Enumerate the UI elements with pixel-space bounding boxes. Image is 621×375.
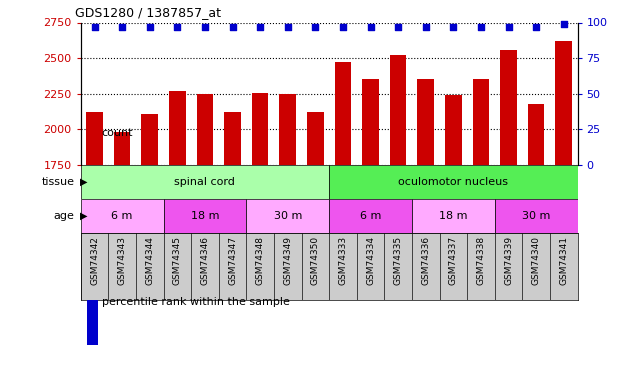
Bar [329, 232, 356, 300]
Point [117, 24, 127, 30]
Text: GSM74336: GSM74336 [421, 236, 430, 285]
Bar [224, 112, 241, 165]
Text: GSM74334: GSM74334 [366, 236, 375, 285]
Text: oculomotor nucleus: oculomotor nucleus [398, 177, 509, 187]
Bar [412, 232, 440, 300]
Text: GSM74341: GSM74341 [560, 236, 568, 285]
Bar [440, 232, 467, 300]
Bar [412, 199, 495, 232]
Text: GSM74340: GSM74340 [532, 236, 541, 285]
Bar [501, 50, 517, 165]
Bar [81, 165, 329, 199]
Point [531, 24, 541, 30]
Bar [81, 199, 163, 232]
Text: GSM74344: GSM74344 [145, 236, 154, 285]
Bar [87, 94, 98, 176]
Bar [329, 199, 412, 232]
Bar [247, 232, 274, 300]
Point [89, 24, 99, 30]
Bar [384, 232, 412, 300]
Text: percentile rank within the sample: percentile rank within the sample [102, 297, 290, 307]
Point [310, 24, 320, 30]
Point [255, 24, 265, 30]
Point [476, 24, 486, 30]
Bar [362, 80, 379, 165]
Text: GSM74339: GSM74339 [504, 236, 513, 285]
Text: GSM74335: GSM74335 [394, 236, 402, 285]
Bar [467, 232, 495, 300]
Bar [136, 232, 163, 300]
Point [393, 24, 403, 30]
Bar [87, 262, 98, 345]
Bar [356, 232, 384, 300]
Text: 30 m: 30 m [522, 211, 550, 220]
Text: GSM74346: GSM74346 [201, 236, 209, 285]
Point [448, 24, 458, 30]
Bar [528, 104, 545, 165]
Text: tissue: tissue [42, 177, 75, 187]
Point [559, 21, 569, 27]
Bar [163, 232, 191, 300]
Point [338, 24, 348, 30]
Point [145, 24, 155, 30]
Text: 6 m: 6 m [360, 211, 381, 220]
Text: age: age [53, 211, 75, 220]
Text: count: count [102, 128, 134, 138]
Bar [114, 132, 130, 165]
Bar [169, 91, 186, 165]
Text: spinal cord: spinal cord [175, 177, 235, 187]
Text: GSM74347: GSM74347 [228, 236, 237, 285]
Point [227, 24, 237, 30]
Bar [522, 232, 550, 300]
Text: ▶: ▶ [79, 211, 87, 220]
Point [504, 24, 514, 30]
Text: GSM74338: GSM74338 [476, 236, 486, 285]
Point [366, 24, 376, 30]
Text: GSM74349: GSM74349 [283, 236, 292, 285]
Text: 30 m: 30 m [273, 211, 302, 220]
Bar [252, 93, 268, 165]
Text: GSM74348: GSM74348 [256, 236, 265, 285]
Bar [550, 232, 578, 300]
Text: ▶: ▶ [79, 177, 87, 187]
Bar [335, 62, 351, 165]
Bar [495, 199, 578, 232]
Bar [191, 232, 219, 300]
Bar [390, 55, 406, 165]
Point [421, 24, 431, 30]
Bar [142, 114, 158, 165]
Text: GSM74342: GSM74342 [90, 236, 99, 285]
Point [173, 24, 183, 30]
Bar [329, 165, 578, 199]
Bar [163, 199, 247, 232]
Text: 18 m: 18 m [439, 211, 468, 220]
Point [283, 24, 292, 30]
Bar [81, 232, 108, 300]
Text: GSM74333: GSM74333 [338, 236, 347, 285]
Bar [302, 232, 329, 300]
Text: 18 m: 18 m [191, 211, 219, 220]
Bar [86, 112, 103, 165]
Point [200, 24, 210, 30]
Bar [274, 232, 302, 300]
Bar [108, 232, 136, 300]
Text: GSM74337: GSM74337 [449, 236, 458, 285]
Bar [445, 95, 461, 165]
Bar [417, 80, 434, 165]
Bar [219, 232, 247, 300]
Text: GSM74343: GSM74343 [117, 236, 127, 285]
Bar [279, 94, 296, 165]
Bar [473, 80, 489, 165]
Bar [555, 41, 572, 165]
Bar [197, 94, 213, 165]
Text: GSM74350: GSM74350 [311, 236, 320, 285]
Bar [307, 112, 324, 165]
Bar [247, 199, 329, 232]
Text: 6 m: 6 m [111, 211, 133, 220]
Bar [495, 232, 522, 300]
Text: GSM74345: GSM74345 [173, 236, 182, 285]
Text: GDS1280 / 1387857_at: GDS1280 / 1387857_at [75, 6, 220, 19]
